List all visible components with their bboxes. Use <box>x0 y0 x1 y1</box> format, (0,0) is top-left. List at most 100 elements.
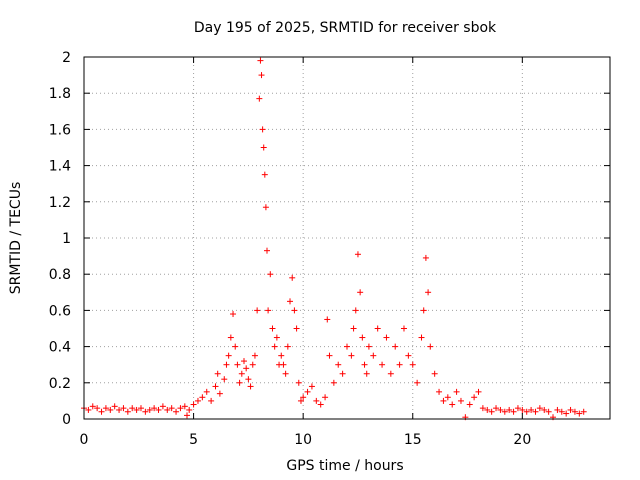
data-point <box>506 406 513 413</box>
data-point <box>350 325 357 332</box>
data-point <box>225 352 232 359</box>
data-point <box>249 361 256 368</box>
data-point <box>431 370 438 377</box>
x-axis-label: GPS time / hours <box>286 458 403 474</box>
data-point <box>278 352 285 359</box>
data-point <box>151 405 158 412</box>
data-point <box>280 361 287 368</box>
data-point <box>354 251 361 258</box>
data-point <box>264 247 271 254</box>
data-point <box>261 171 268 178</box>
data-point <box>466 401 473 408</box>
y-tick-label: 0.4 <box>49 340 71 356</box>
data-point <box>257 57 264 64</box>
y-tick-label: 1.4 <box>49 159 71 175</box>
data-point <box>427 343 434 350</box>
data-point <box>387 370 394 377</box>
y-tick-label: 0.2 <box>49 376 71 392</box>
data-point <box>344 343 350 350</box>
data-point <box>184 412 191 419</box>
x-tick-label: 0 <box>80 432 89 448</box>
data-point <box>146 406 153 413</box>
data-point <box>214 370 221 377</box>
data-point <box>300 394 307 401</box>
data-point <box>396 361 403 368</box>
y-tick-label: 0 <box>62 412 71 428</box>
plot-frame <box>83 56 611 420</box>
data-point <box>291 307 298 314</box>
data-point <box>181 403 188 410</box>
data-point <box>102 405 109 412</box>
data-series-srmtid <box>81 57 587 421</box>
data-point <box>245 376 252 383</box>
data-point <box>284 343 291 350</box>
x-tick-label: 5 <box>189 432 198 448</box>
data-point <box>216 390 223 397</box>
data-point <box>449 401 456 408</box>
y-tick-label: 1.8 <box>49 86 71 102</box>
data-point <box>107 406 114 413</box>
data-point <box>414 379 421 386</box>
data-point <box>383 334 390 341</box>
data-point <box>479 405 486 412</box>
data-point <box>554 406 561 413</box>
data-point <box>326 352 333 359</box>
y-tick-label: 0.8 <box>49 267 71 283</box>
data-point <box>258 72 265 79</box>
data-point <box>324 316 331 323</box>
data-point <box>273 334 280 341</box>
data-point <box>208 397 215 404</box>
data-point <box>282 370 289 377</box>
data-point <box>293 325 300 332</box>
x-tick-label: 10 <box>294 432 312 448</box>
data-point <box>137 405 144 412</box>
data-point <box>269 325 276 332</box>
data-point <box>541 406 548 413</box>
axis-ticks <box>83 56 610 420</box>
data-point <box>271 343 278 350</box>
data-point <box>571 408 578 415</box>
data-point <box>133 406 140 413</box>
data-point <box>493 405 500 412</box>
data-point <box>563 410 570 417</box>
data-point <box>295 379 302 386</box>
data-point <box>545 408 552 415</box>
data-point <box>392 343 399 350</box>
data-point <box>363 370 370 377</box>
x-tick-label: 20 <box>513 432 531 448</box>
data-point <box>223 361 230 368</box>
data-point <box>475 388 482 395</box>
y-tick-label: 1 <box>62 231 71 247</box>
data-point <box>308 383 315 390</box>
data-point <box>528 406 535 413</box>
data-point <box>313 397 320 404</box>
data-point <box>497 406 504 413</box>
data-point <box>357 289 364 296</box>
data-point <box>453 388 460 395</box>
data-point <box>173 408 180 415</box>
data-point <box>120 405 127 412</box>
data-point <box>256 95 263 102</box>
data-point <box>251 352 258 359</box>
data-point <box>85 406 92 413</box>
data-point <box>212 383 219 390</box>
data-point <box>361 361 368 368</box>
data-point <box>199 394 206 401</box>
data-point <box>558 408 565 415</box>
data-point <box>519 406 526 413</box>
data-point <box>129 405 136 412</box>
data-point <box>330 379 337 386</box>
y-tick-label: 1.6 <box>49 122 71 138</box>
data-point <box>440 397 447 404</box>
data-point <box>484 406 491 413</box>
y-tick-label: 0.6 <box>49 303 71 319</box>
data-point <box>359 334 366 341</box>
x-tick-label: 15 <box>404 432 422 448</box>
data-point <box>236 379 243 386</box>
data-point <box>155 406 162 413</box>
data-point <box>444 394 451 401</box>
data-point <box>124 408 131 415</box>
data-point <box>405 352 412 359</box>
data-point <box>400 325 407 332</box>
data-point <box>240 358 247 365</box>
